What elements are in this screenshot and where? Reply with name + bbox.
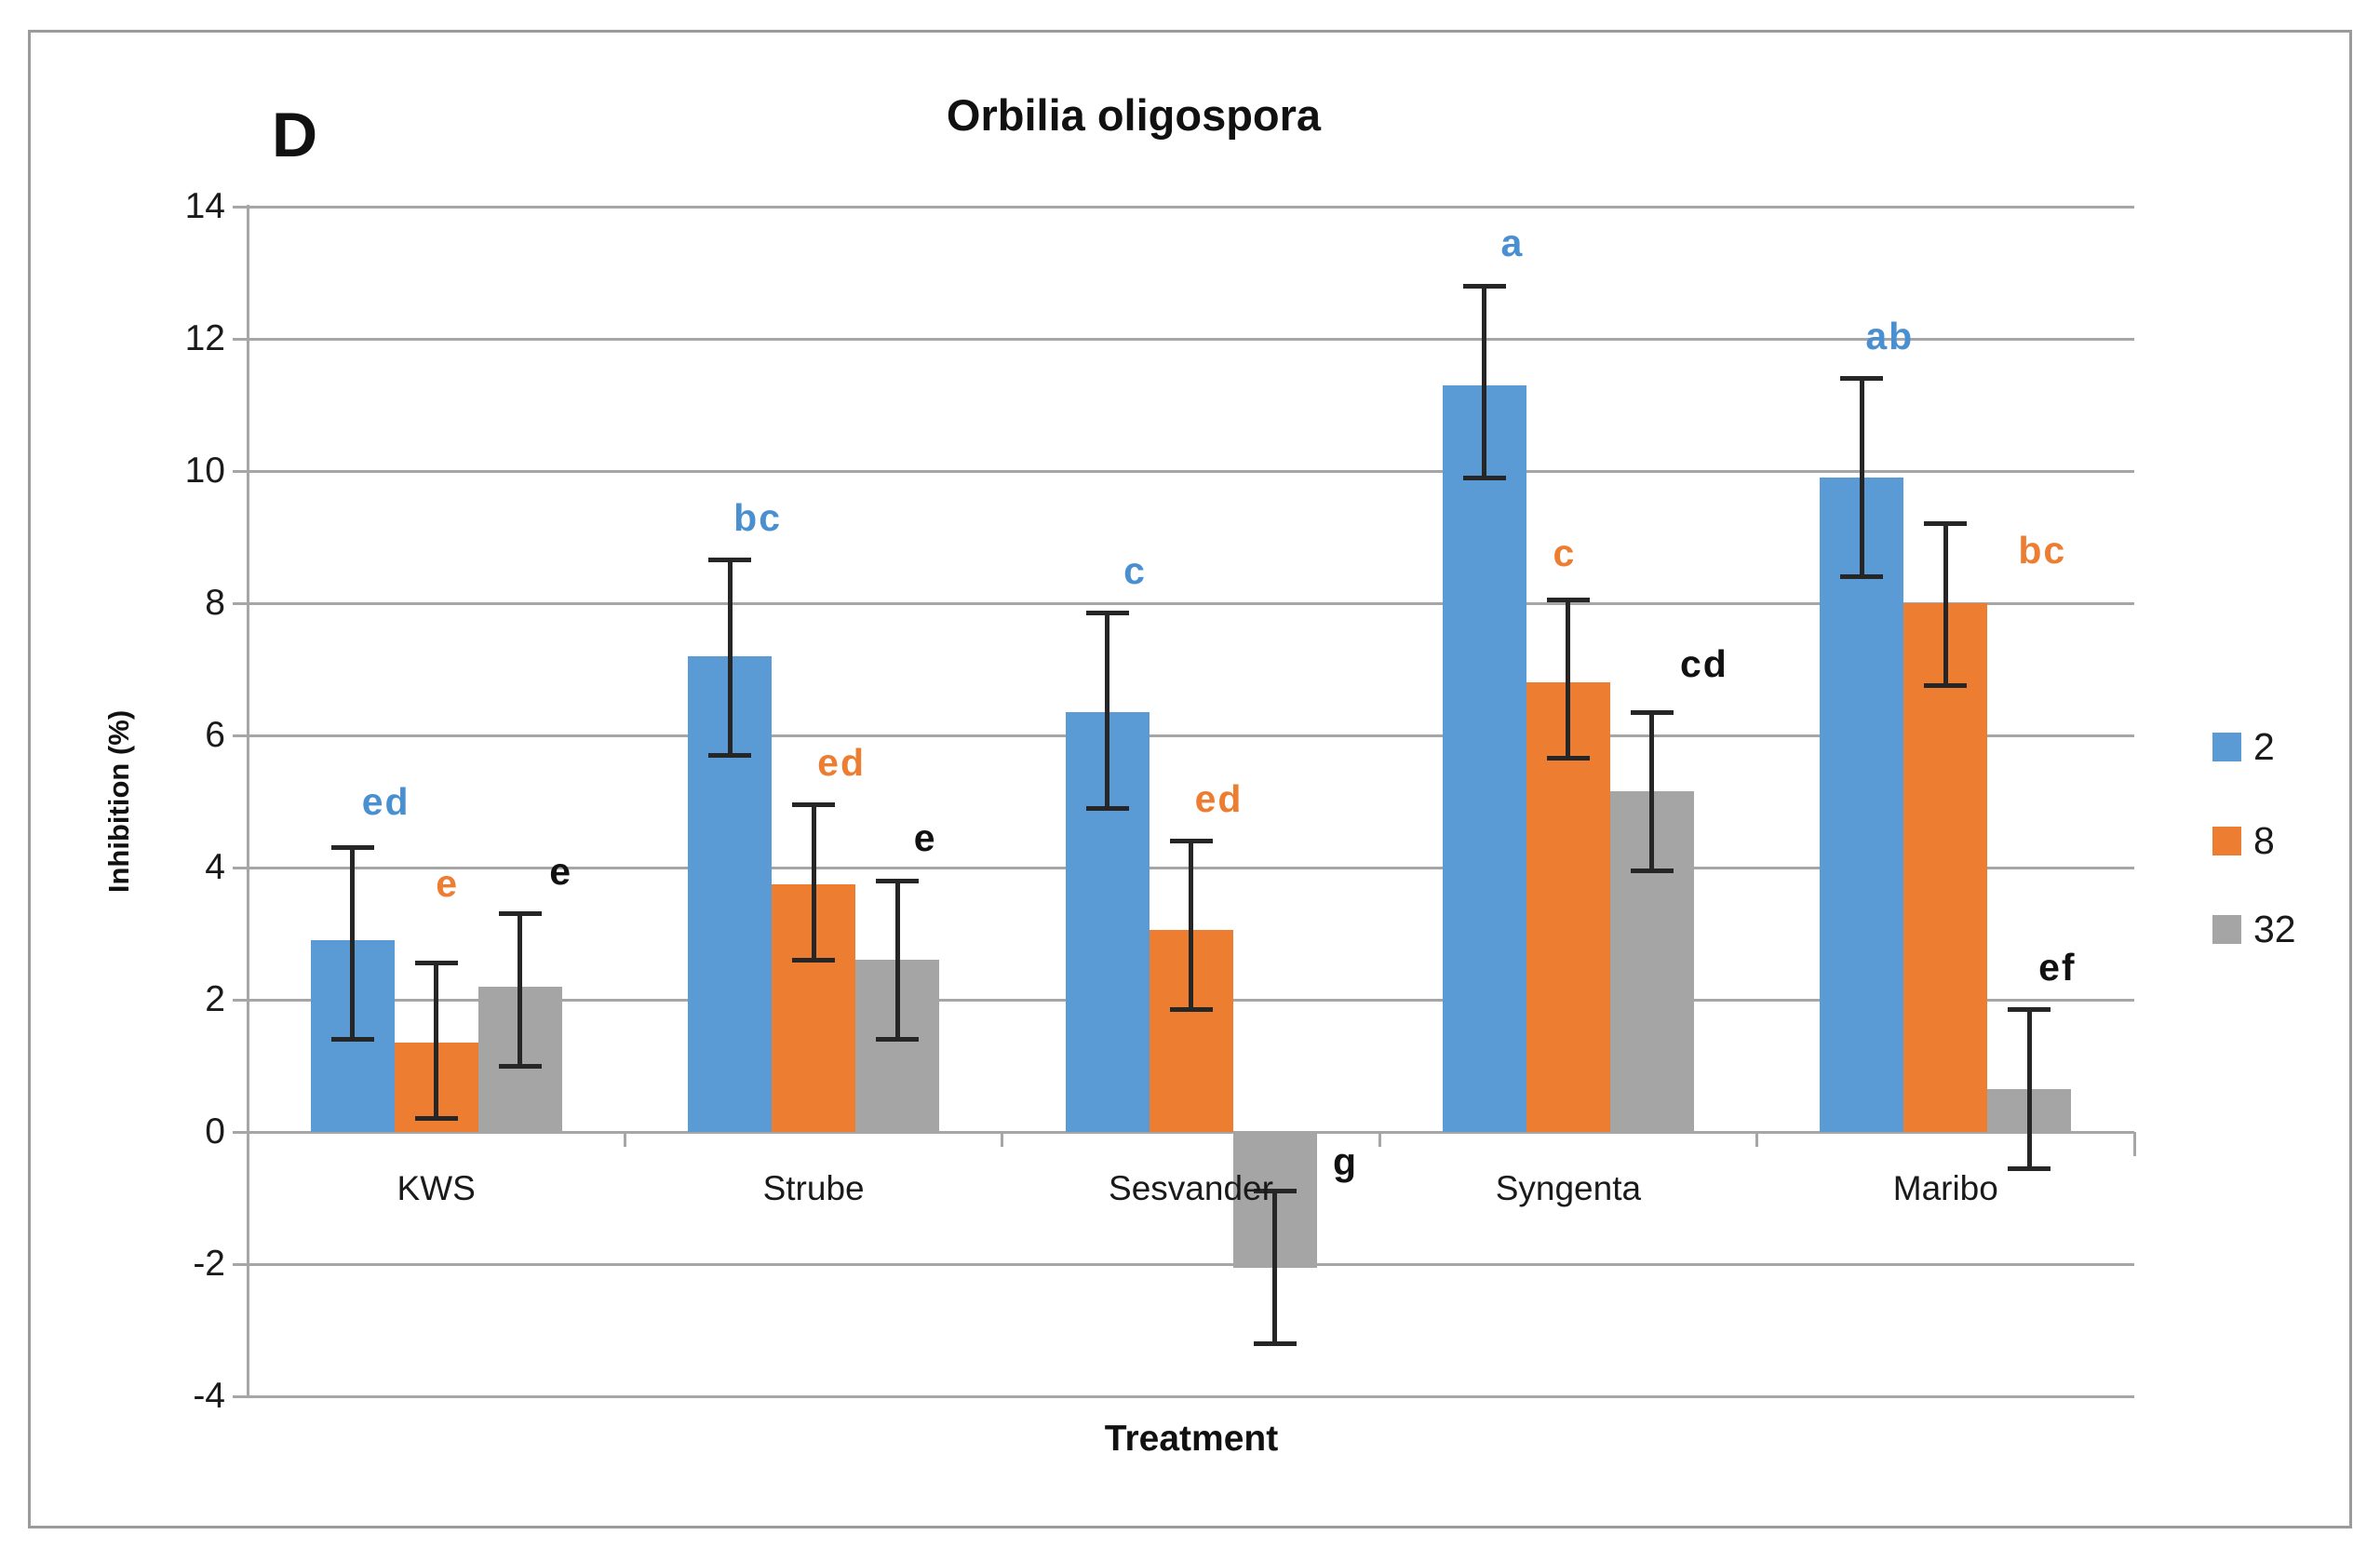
sig-label-syngenta-8: c xyxy=(1553,532,1577,575)
error-bar-cap-bottom-strube-8 xyxy=(792,957,836,963)
y-tick-label--2: -2 xyxy=(193,1244,225,1284)
y-tick-label-8: 8 xyxy=(205,583,225,623)
error-bar-cap-bottom-kws-8 xyxy=(414,1116,458,1122)
sig-label-strube-8: ed xyxy=(817,740,867,784)
error-bar-cap-bottom-syngenta-8 xyxy=(1546,756,1590,761)
error-bar-cap-top-maribo-2 xyxy=(1840,376,1884,382)
sig-label-sesvander-8: ed xyxy=(1194,776,1244,820)
error-bar-syngenta-32 xyxy=(1649,712,1655,871)
error-bar-cap-bottom-sesvander-2 xyxy=(1085,805,1129,811)
sig-label-kws-32: e xyxy=(549,849,573,893)
sig-label-maribo-8: bc xyxy=(2018,528,2067,572)
error-bar-strube-2 xyxy=(727,559,733,756)
x-tick-label-maribo: Maribo xyxy=(1892,1169,1998,1207)
sig-label-kws-8: e xyxy=(436,861,460,905)
error-bar-maribo-32 xyxy=(2026,1009,2032,1169)
y-axis-line xyxy=(246,205,249,1398)
error-bar-syngenta-8 xyxy=(1566,599,1571,759)
error-bar-cap-bottom-kws-2 xyxy=(330,1037,374,1043)
error-bar-sesvander-32 xyxy=(1272,1191,1277,1344)
x-tick-label-strube: Strube xyxy=(762,1169,865,1207)
y-tick-label-12: 12 xyxy=(184,318,225,358)
gridline-y-10 xyxy=(233,469,2134,473)
gridline-y-8 xyxy=(233,601,2134,605)
error-bar-kws-32 xyxy=(518,913,523,1066)
error-bar-cap-top-strube-32 xyxy=(876,878,920,883)
error-bar-cap-top-maribo-8 xyxy=(1924,521,1968,527)
sig-label-strube-32: e xyxy=(913,816,937,860)
error-bar-cap-bottom-maribo-8 xyxy=(1924,683,1968,689)
y-tick-label-2: 2 xyxy=(205,979,225,1019)
error-bar-cap-top-kws-2 xyxy=(330,845,374,851)
x-tick-label-sesvander: Sesvander xyxy=(1109,1169,1273,1207)
error-bar-cap-bottom-sesvander-8 xyxy=(1169,1007,1213,1013)
error-bar-cap-bottom-kws-32 xyxy=(498,1063,542,1069)
x-axis-tick-5 xyxy=(2132,1132,2136,1156)
x-tick-label-syngenta: Syngenta xyxy=(1495,1169,1642,1207)
error-bar-cap-top-sesvander-2 xyxy=(1085,611,1129,616)
error-bar-cap-bottom-strube-32 xyxy=(876,1037,920,1043)
y-tick-label-10: 10 xyxy=(184,451,225,491)
error-bar-cap-top-maribo-32 xyxy=(2008,1007,2051,1013)
bar-maribo-2 xyxy=(1820,478,1904,1132)
error-bar-strube-32 xyxy=(894,881,900,1040)
x-tick-label-kws: KWS xyxy=(397,1169,476,1207)
x-axis-tick-4 xyxy=(1755,1132,1759,1147)
error-bar-cap-top-syngenta-2 xyxy=(1462,283,1506,289)
sig-label-syngenta-32: cd xyxy=(1679,642,1728,686)
error-bar-cap-top-kws-8 xyxy=(414,961,458,966)
bar-maribo-8 xyxy=(1903,603,1988,1132)
sig-label-kws-2: ed xyxy=(361,779,410,823)
error-bar-cap-top-sesvander-8 xyxy=(1169,839,1213,844)
y-tick-label-0: 0 xyxy=(205,1111,225,1151)
sig-label-sesvander-32: g xyxy=(1332,1139,1359,1183)
chart-title: Orbilia oligospora xyxy=(946,90,1322,140)
gridline-y-4 xyxy=(233,866,2134,869)
error-bar-strube-8 xyxy=(811,804,816,961)
error-bar-cap-bottom-maribo-32 xyxy=(2008,1165,2051,1171)
error-bar-cap-bottom-maribo-2 xyxy=(1840,574,1884,580)
error-bar-maribo-8 xyxy=(1943,523,1948,686)
error-bar-sesvander-8 xyxy=(1189,841,1193,1010)
sig-label-syngenta-2: a xyxy=(1500,222,1525,265)
error-bar-syngenta-2 xyxy=(1482,286,1487,478)
gridline-y-14 xyxy=(233,205,2134,209)
x-axis-tick-1 xyxy=(623,1132,626,1147)
error-bar-cap-top-sesvander-32 xyxy=(1253,1189,1297,1194)
error-bar-cap-top-strube-8 xyxy=(792,802,836,808)
gridline-y--4 xyxy=(233,1394,2134,1398)
gridline-y--2 xyxy=(233,1262,2134,1266)
gridline-y-6 xyxy=(233,734,2134,737)
error-bar-cap-top-strube-2 xyxy=(708,558,752,563)
error-bar-cap-top-syngenta-32 xyxy=(1630,709,1674,715)
sig-label-maribo-32: ef xyxy=(2038,945,2077,989)
error-bar-kws-8 xyxy=(434,963,439,1119)
error-bar-kws-2 xyxy=(350,847,356,1040)
error-bar-maribo-2 xyxy=(1859,378,1864,577)
sig-label-sesvander-2: c xyxy=(1123,548,1147,592)
y-tick-label--4: -4 xyxy=(193,1376,225,1416)
error-bar-sesvander-2 xyxy=(1105,613,1109,809)
error-bar-cap-top-syngenta-8 xyxy=(1546,597,1590,602)
error-bar-cap-top-kws-32 xyxy=(498,911,542,917)
y-tick-label-6: 6 xyxy=(205,715,225,755)
y-tick-label-14: 14 xyxy=(184,186,225,226)
gridline-y-0 xyxy=(233,1130,2134,1134)
gridline-y-12 xyxy=(233,337,2134,341)
sig-label-strube-2: bc xyxy=(733,495,783,539)
panel-label: D xyxy=(272,100,318,170)
x-axis-tick-2 xyxy=(1001,1132,1004,1147)
x-axis-title: Treatment xyxy=(1104,1419,1279,1459)
sig-label-maribo-2: ab xyxy=(1865,314,1915,357)
error-bar-cap-bottom-syngenta-32 xyxy=(1630,869,1674,874)
error-bar-cap-bottom-sesvander-32 xyxy=(1253,1340,1297,1346)
y-tick-label-4: 4 xyxy=(205,847,225,887)
x-axis-tick-3 xyxy=(1378,1132,1381,1147)
bar-syngenta-2 xyxy=(1442,384,1526,1132)
error-bar-cap-bottom-syngenta-2 xyxy=(1462,475,1506,480)
error-bar-cap-bottom-strube-2 xyxy=(708,752,752,758)
